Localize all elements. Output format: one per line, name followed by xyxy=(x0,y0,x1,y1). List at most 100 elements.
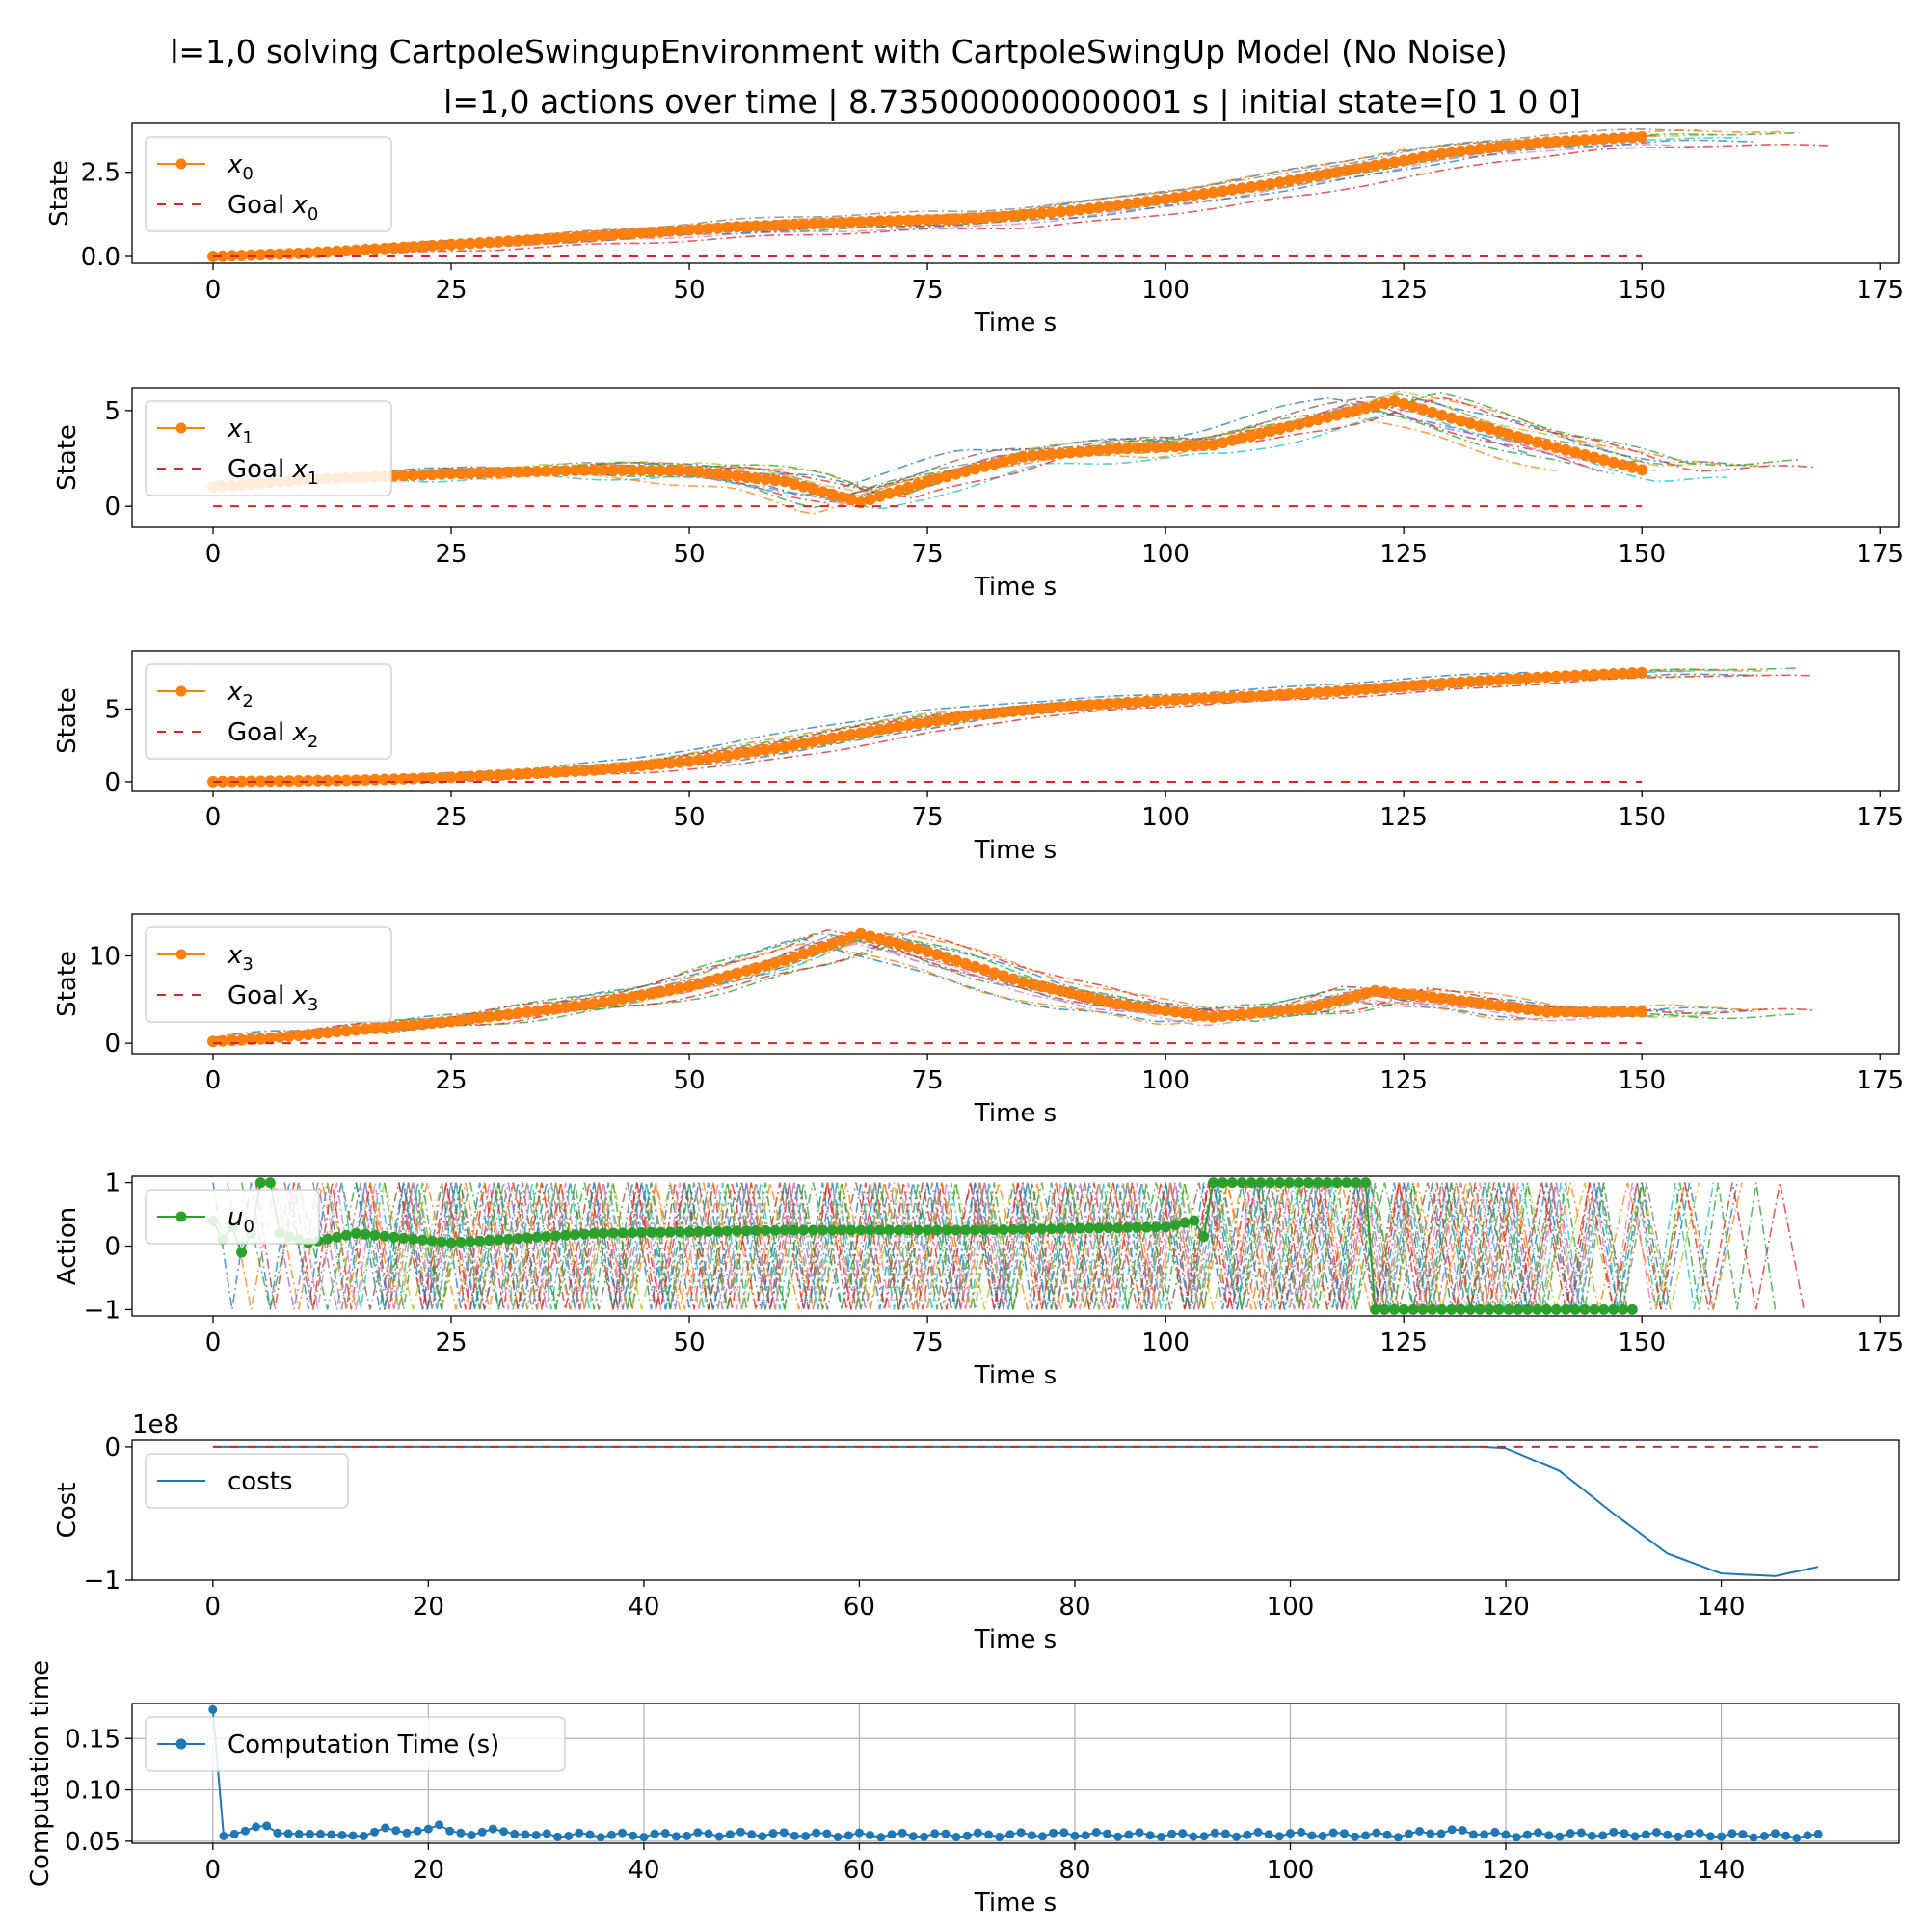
data-point xyxy=(988,458,1001,470)
x-axis-label: Time s xyxy=(974,1625,1057,1654)
data-point xyxy=(1522,1830,1532,1839)
data-point xyxy=(1626,1303,1638,1315)
x-tick-label: 0 xyxy=(205,1856,222,1885)
figure-suptitle: l=1,0 solving CartpoleSwingupEnvironment… xyxy=(170,33,1508,70)
data-point xyxy=(1407,400,1419,413)
data-point xyxy=(1513,1303,1524,1315)
legend-label: x3 xyxy=(227,941,254,975)
data-point xyxy=(1490,1827,1500,1837)
data-point xyxy=(531,1231,543,1243)
data-point xyxy=(549,765,562,778)
data-point xyxy=(1560,1006,1572,1018)
data-point xyxy=(464,1013,476,1026)
data-point xyxy=(826,732,839,744)
data-point xyxy=(817,941,829,953)
data-point xyxy=(711,973,724,985)
x-tick-label: 50 xyxy=(674,540,706,569)
data-point xyxy=(902,214,915,227)
data-point xyxy=(693,1828,703,1838)
data-point xyxy=(822,1829,832,1838)
data-point xyxy=(348,1831,358,1840)
x-tick-label: 25 xyxy=(435,540,467,569)
data-point xyxy=(912,1224,924,1236)
data-point xyxy=(1484,142,1496,154)
data-point xyxy=(817,734,829,746)
data-point xyxy=(1055,447,1067,460)
data-point xyxy=(1388,681,1401,693)
data-point xyxy=(645,987,657,1000)
data-point xyxy=(950,711,962,724)
data-point xyxy=(731,967,743,979)
data-point xyxy=(626,991,638,1004)
x-tick-label: 75 xyxy=(912,1066,944,1095)
data-point xyxy=(493,768,505,781)
data-point xyxy=(1435,992,1448,1005)
x-tick-label: 0 xyxy=(205,276,222,305)
data-point xyxy=(456,1828,466,1838)
data-point xyxy=(1550,1006,1563,1018)
legend-marker xyxy=(175,685,187,697)
data-point xyxy=(598,1227,609,1239)
data-point xyxy=(464,467,476,479)
data-point xyxy=(1426,149,1438,162)
data-point xyxy=(864,725,876,738)
data-point xyxy=(1226,691,1239,704)
data-point xyxy=(408,1233,418,1245)
data-point xyxy=(1426,406,1438,418)
data-point xyxy=(512,466,524,478)
data-point xyxy=(645,227,657,239)
data-point xyxy=(1135,1828,1144,1838)
y-tick-label: 2.5 xyxy=(81,159,120,188)
data-point xyxy=(941,1829,951,1838)
data-point xyxy=(1236,1008,1248,1021)
data-point xyxy=(920,1832,928,1841)
data-point xyxy=(1178,190,1191,202)
data-point xyxy=(626,761,638,773)
data-point xyxy=(1121,696,1134,709)
data-point xyxy=(575,1828,584,1838)
prediction-trace-7 xyxy=(298,1182,1652,1310)
y-tick-label: 0 xyxy=(104,1030,120,1059)
data-point xyxy=(1293,1003,1305,1015)
data-point xyxy=(236,1247,248,1258)
data-point xyxy=(445,1237,457,1248)
data-point xyxy=(578,230,591,243)
data-point xyxy=(797,948,810,960)
data-point xyxy=(836,934,848,947)
data-point xyxy=(1531,137,1543,149)
data-point xyxy=(292,775,305,787)
data-point xyxy=(1578,1006,1591,1018)
data-point xyxy=(902,719,915,731)
data-point xyxy=(1717,1832,1727,1841)
data-point xyxy=(1369,683,1381,695)
data-point xyxy=(1273,422,1286,435)
y-tick-label: 0.10 xyxy=(65,1777,120,1806)
data-point xyxy=(596,1833,605,1842)
data-point xyxy=(585,1830,595,1839)
x-tick-label: 175 xyxy=(1856,1328,1904,1357)
data-point xyxy=(812,1828,821,1838)
data-point xyxy=(797,480,810,493)
data-point xyxy=(445,238,457,251)
data-point xyxy=(493,467,505,479)
legend-marker xyxy=(175,422,187,434)
data-point xyxy=(1369,399,1381,412)
x-tick-label: 175 xyxy=(1856,803,1904,832)
data-point xyxy=(902,940,915,953)
data-point xyxy=(1169,1220,1181,1230)
data-point xyxy=(650,1829,659,1838)
data-point xyxy=(922,946,934,957)
data-point xyxy=(340,774,353,787)
data-point xyxy=(1150,194,1163,206)
data-point xyxy=(1464,144,1477,156)
panel-4: 0 25 50 75 100 125 150 175 0 10 Time s State x3 Goal … xyxy=(53,913,1904,1128)
data-point xyxy=(1560,135,1572,148)
data-point xyxy=(294,1829,304,1838)
axes-frame xyxy=(131,122,1900,264)
legend-box xyxy=(145,1453,349,1509)
panel-2: 0 25 50 75 100 125 150 175 0 5 Time s State x1 Goal x… xyxy=(53,387,1904,602)
data-point xyxy=(360,1228,371,1240)
data-point xyxy=(302,1029,314,1041)
data-point xyxy=(922,214,934,227)
